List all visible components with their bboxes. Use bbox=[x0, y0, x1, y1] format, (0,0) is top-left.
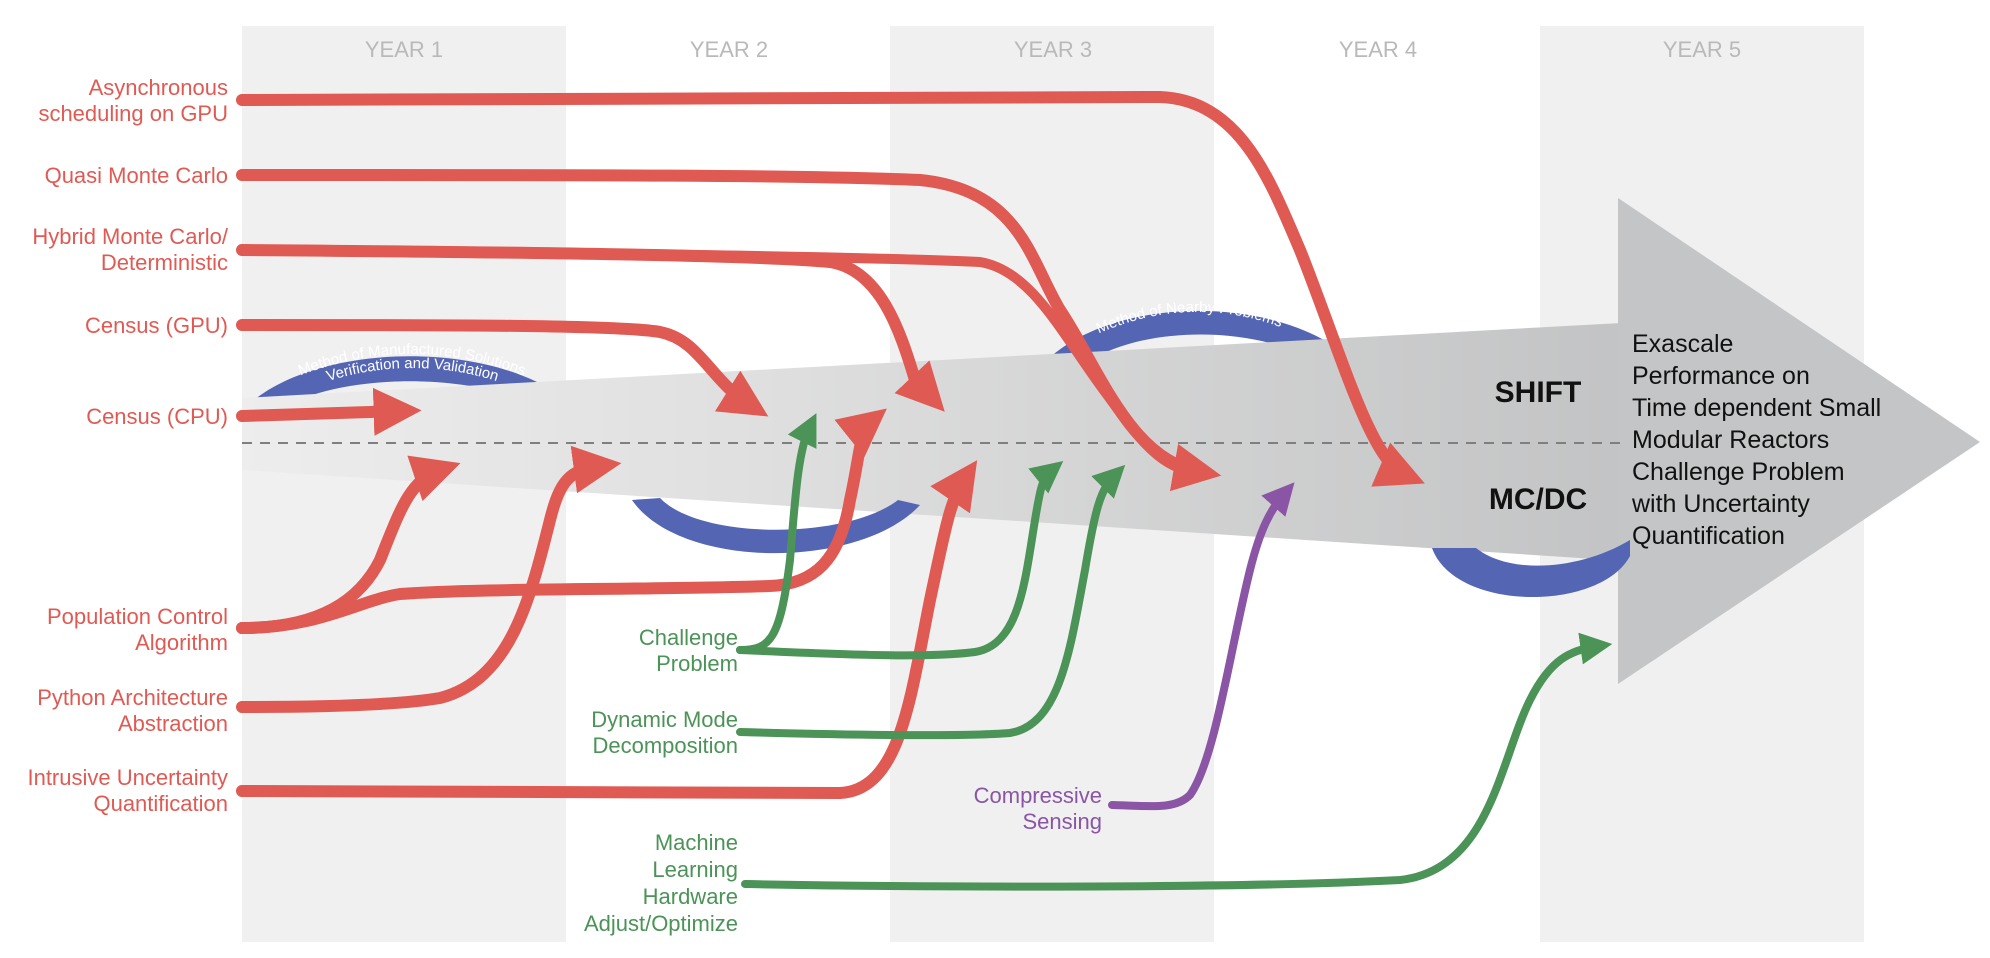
label-intrusive-uq-1: Intrusive Uncertainty bbox=[27, 765, 228, 790]
flow-intrusive-uq bbox=[236, 460, 978, 800]
label-python-arch-2: Abstraction bbox=[118, 711, 228, 736]
shift-label: SHIFT bbox=[1495, 376, 1582, 409]
flow-census-cpu bbox=[236, 387, 422, 436]
label-ml-hardware-1: Machine bbox=[655, 830, 738, 855]
label-intrusive-uq-2: Quantification bbox=[93, 791, 228, 816]
purple-input-labels: Compressive Sensing bbox=[974, 783, 1102, 834]
label-ml-hardware-4: Adjust/Optimize bbox=[584, 911, 738, 936]
label-compressive-sensing-2: Sensing bbox=[1022, 809, 1102, 834]
flow-challenge-problem-a bbox=[736, 413, 817, 654]
flow-python-arch bbox=[236, 445, 622, 713]
year-label-2: YEAR 2 bbox=[690, 37, 768, 62]
flow-dmd bbox=[736, 464, 1126, 740]
year-label-5: YEAR 5 bbox=[1663, 37, 1741, 62]
label-census-cpu: Census (CPU) bbox=[86, 404, 228, 429]
year-label-1: YEAR 1 bbox=[365, 37, 443, 62]
flow-challenge-problem-b bbox=[736, 460, 1064, 660]
goal-text: Exascale Performance on Time dependent S… bbox=[1631, 330, 1881, 550]
label-dmd-1: Dynamic Mode bbox=[591, 707, 738, 732]
label-quasi-mc: Quasi Monte Carlo bbox=[45, 163, 228, 188]
label-async-gpu-1: Asynchronous bbox=[89, 75, 228, 100]
goal-line-6: with Uncertainty bbox=[1631, 490, 1810, 518]
label-hybrid-mc-1: Hybrid Monte Carlo/ bbox=[32, 224, 229, 249]
label-challenge-problem-2: Problem bbox=[656, 651, 738, 676]
flow-hybrid-mc-b bbox=[237, 245, 1205, 477]
mcdc-label: MC/DC bbox=[1489, 483, 1587, 516]
red-flows bbox=[236, 90, 1425, 800]
flow-ml-hardware bbox=[741, 632, 1613, 891]
flow-census-gpu bbox=[236, 319, 769, 417]
performance-analysis-arc bbox=[632, 498, 920, 554]
goal-line-2: Performance on bbox=[1632, 362, 1810, 390]
mms-arc bbox=[248, 356, 572, 415]
flow-compressive-sensing bbox=[1108, 482, 1295, 811]
label-challenge-problem-1: Challenge bbox=[639, 625, 738, 650]
green-input-labels: Challenge Problem Dynamic Mode Decomposi… bbox=[584, 625, 738, 936]
label-ml-hardware-2: Learning bbox=[652, 857, 738, 882]
goal-line-7: Quantification bbox=[1632, 522, 1785, 550]
goal-line-4: Modular Reactors bbox=[1632, 426, 1829, 454]
mcdc-loop-arc-visible bbox=[1432, 540, 1630, 598]
green-flows bbox=[736, 413, 1613, 891]
label-async-gpu-2: scheduling on GPU bbox=[38, 101, 228, 126]
label-pop-control-2: Algorithm bbox=[135, 630, 228, 655]
label-python-arch-1: Python Architecture bbox=[37, 685, 228, 710]
red-input-labels: Asynchronous scheduling on GPU Quasi Mon… bbox=[27, 75, 228, 816]
flow-async-gpu bbox=[236, 90, 1425, 487]
flow-pop-control-b bbox=[236, 408, 887, 634]
year-label-4: YEAR 4 bbox=[1339, 37, 1417, 62]
goal-line-5: Challenge Problem bbox=[1632, 458, 1845, 486]
label-compressive-sensing-1: Compressive bbox=[974, 783, 1102, 808]
label-census-gpu: Census (GPU) bbox=[85, 313, 228, 338]
year-labels: YEAR 1 YEAR 2 YEAR 3 YEAR 4 YEAR 5 bbox=[365, 37, 1741, 62]
goal-line-3: Time dependent Small bbox=[1632, 394, 1881, 422]
goal-line-1: Exascale bbox=[1632, 330, 1733, 358]
label-pop-control-1: Population Control bbox=[47, 604, 228, 629]
label-hybrid-mc-2: Deterministic bbox=[101, 250, 228, 275]
year-label-3: YEAR 3 bbox=[1014, 37, 1092, 62]
label-ml-hardware-3: Hardware bbox=[643, 884, 738, 909]
main-arrow-head bbox=[1618, 198, 1980, 684]
label-dmd-2: Decomposition bbox=[592, 733, 738, 758]
nearby-problems-arc bbox=[1030, 310, 1360, 385]
